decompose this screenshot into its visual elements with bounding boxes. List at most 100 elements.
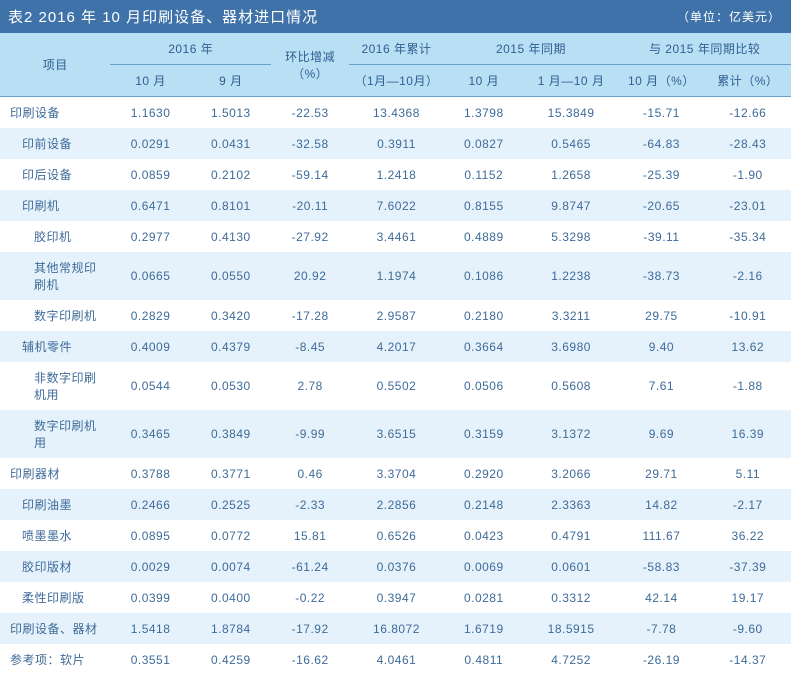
- data-cell: 0.0665: [110, 252, 190, 300]
- row-label: 柔性印刷版: [0, 582, 110, 613]
- data-cell: 4.2017: [349, 331, 443, 362]
- data-cell: 0.4130: [191, 221, 271, 252]
- data-cell: 1.3798: [444, 97, 524, 129]
- data-cell: 111.67: [618, 520, 704, 551]
- data-cell: 15.3849: [524, 97, 618, 129]
- data-cell: 1.2418: [349, 159, 443, 190]
- data-cell: 1.8784: [191, 613, 271, 644]
- data-cell: 1.5013: [191, 97, 271, 129]
- data-cell: 0.4379: [191, 331, 271, 362]
- data-cell: -22.53: [271, 97, 349, 129]
- row-label: 胶印机: [0, 221, 110, 252]
- column-header: 10 月（%）: [618, 65, 704, 97]
- data-cell: 20.92: [271, 252, 349, 300]
- data-cell: -0.22: [271, 582, 349, 613]
- data-cell: 0.2180: [444, 300, 524, 331]
- data-cell: 3.3211: [524, 300, 618, 331]
- data-cell: -1.88: [705, 362, 791, 410]
- data-cell: 7.6022: [349, 190, 443, 221]
- table-row: 数字印刷机0.28290.3420-17.282.95870.21803.321…: [0, 300, 791, 331]
- data-cell: 42.14: [618, 582, 704, 613]
- data-cell: 4.0461: [349, 644, 443, 675]
- data-cell: 0.3911: [349, 128, 443, 159]
- column-header: 9 月: [191, 65, 271, 97]
- data-cell: 15.81: [271, 520, 349, 551]
- data-cell: 0.4889: [444, 221, 524, 252]
- data-cell: -26.19: [618, 644, 704, 675]
- table-unit: （单位：亿美元）: [677, 8, 781, 25]
- data-cell: 3.1372: [524, 410, 618, 458]
- data-cell: -61.24: [271, 551, 349, 582]
- column-header: 2015 年同期: [444, 33, 619, 65]
- data-cell: 1.5418: [110, 613, 190, 644]
- data-cell: 9.40: [618, 331, 704, 362]
- data-cell: 18.5915: [524, 613, 618, 644]
- row-label: 印刷设备、器材: [0, 613, 110, 644]
- data-cell: 0.0601: [524, 551, 618, 582]
- data-cell: 5.11: [705, 458, 791, 489]
- data-cell: 9.8747: [524, 190, 618, 221]
- row-label: 数字印刷机用: [0, 410, 110, 458]
- table-row: 喷墨墨水0.08950.077215.810.65260.04230.47911…: [0, 520, 791, 551]
- column-header: 2016 年累计: [349, 33, 443, 65]
- table-header: 项目2016 年环比增减（%）2016 年累计2015 年同期与 2015 年同…: [0, 33, 791, 97]
- data-cell: 0.4259: [191, 644, 271, 675]
- data-cell: 0.1086: [444, 252, 524, 300]
- data-cell: -9.60: [705, 613, 791, 644]
- data-cell: 29.75: [618, 300, 704, 331]
- data-cell: 0.6526: [349, 520, 443, 551]
- data-cell: 0.3947: [349, 582, 443, 613]
- data-cell: 16.39: [705, 410, 791, 458]
- data-cell: 3.3704: [349, 458, 443, 489]
- data-cell: 0.0859: [110, 159, 190, 190]
- data-cell: 0.6471: [110, 190, 190, 221]
- data-cell: 0.3664: [444, 331, 524, 362]
- row-label: 胶印版材: [0, 551, 110, 582]
- data-cell: 0.1152: [444, 159, 524, 190]
- table-title: 表2 2016 年 10 月印刷设备、器材进口情况: [8, 6, 318, 27]
- row-label: 印刷器材: [0, 458, 110, 489]
- table-row: 非数字印刷机用0.05440.05302.780.55020.05060.560…: [0, 362, 791, 410]
- data-cell: -10.91: [705, 300, 791, 331]
- data-cell: 9.69: [618, 410, 704, 458]
- data-cell: -38.73: [618, 252, 704, 300]
- data-cell: 14.82: [618, 489, 704, 520]
- table-row: 参考项：软片0.35510.4259-16.624.04610.48114.72…: [0, 644, 791, 675]
- data-cell: 0.0399: [110, 582, 190, 613]
- data-cell: 2.3363: [524, 489, 618, 520]
- data-cell: -15.71: [618, 97, 704, 129]
- table-row: 胶印版材0.00290.0074-61.240.03760.00690.0601…: [0, 551, 791, 582]
- data-cell: 0.0895: [110, 520, 190, 551]
- data-cell: -1.90: [705, 159, 791, 190]
- data-cell: 19.17: [705, 582, 791, 613]
- data-cell: 0.5502: [349, 362, 443, 410]
- column-header: 项目: [0, 33, 110, 97]
- data-cell: 0.8155: [444, 190, 524, 221]
- data-cell: -16.62: [271, 644, 349, 675]
- row-label: 印刷油墨: [0, 489, 110, 520]
- column-header: （1月—10月）: [349, 65, 443, 97]
- data-cell: 0.0772: [191, 520, 271, 551]
- data-cell: 13.62: [705, 331, 791, 362]
- column-header: 环比增减（%）: [271, 33, 349, 97]
- data-cell: -2.16: [705, 252, 791, 300]
- data-cell: 0.3465: [110, 410, 190, 458]
- data-cell: 7.61: [618, 362, 704, 410]
- row-label: 印刷机: [0, 190, 110, 221]
- data-cell: -17.28: [271, 300, 349, 331]
- data-cell: 0.0376: [349, 551, 443, 582]
- data-cell: 0.0544: [110, 362, 190, 410]
- table-row: 数字印刷机用0.34650.3849-9.993.65150.31593.137…: [0, 410, 791, 458]
- data-cell: 3.6515: [349, 410, 443, 458]
- table-row: 印刷机0.64710.8101-20.117.60220.81559.8747-…: [0, 190, 791, 221]
- data-cell: -32.58: [271, 128, 349, 159]
- data-cell: -17.92: [271, 613, 349, 644]
- row-label: 非数字印刷机用: [0, 362, 110, 410]
- data-cell: 3.6980: [524, 331, 618, 362]
- data-cell: -14.37: [705, 644, 791, 675]
- row-label: 印前设备: [0, 128, 110, 159]
- data-cell: 0.0281: [444, 582, 524, 613]
- data-cell: 4.7252: [524, 644, 618, 675]
- data-cell: 2.78: [271, 362, 349, 410]
- data-cell: 2.2856: [349, 489, 443, 520]
